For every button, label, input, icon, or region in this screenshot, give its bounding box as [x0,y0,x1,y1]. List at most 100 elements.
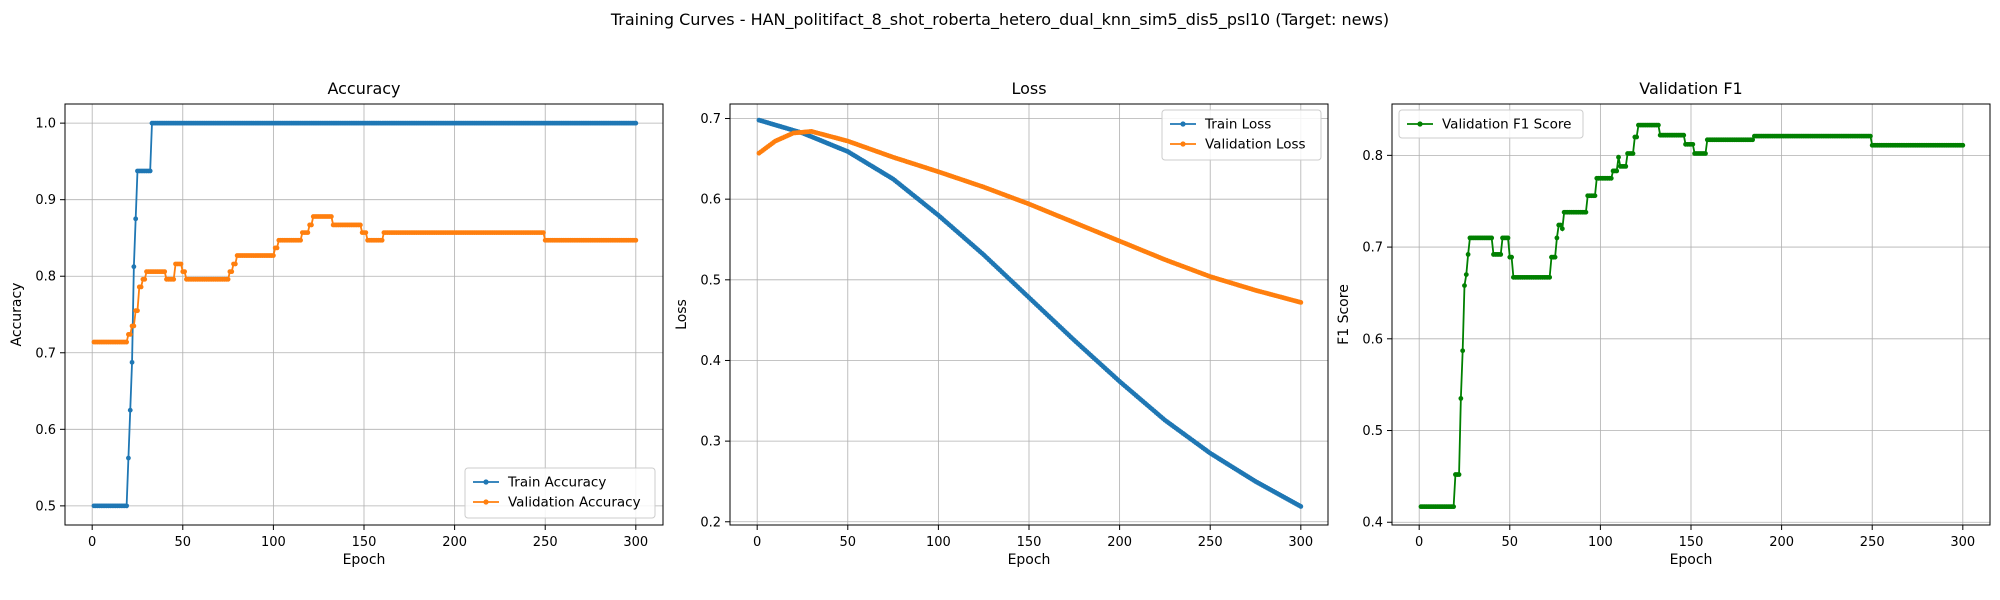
data-point [138,284,144,290]
accuracy-chart: 0 50 100 150 200 250 300 0.5 0.6 0.7 0.8 0.9 1.0 Accu… [9,79,664,568]
x-tick-label: 100 [261,535,286,550]
data-point [1489,235,1495,241]
y-tick-label: 0.5 [700,273,721,288]
data-point [225,276,231,282]
series-train-loss [756,117,1304,509]
data-point [1750,137,1756,143]
data-point [328,214,334,219]
legend-label: Train Loss [1204,117,1271,133]
y-tick-label: 0.7 [1362,241,1383,256]
data-point [379,237,385,243]
series-validation-accuracy [91,214,639,345]
y-tick-label: 0.4 [700,354,721,369]
y-tick-label: 0.4 [1362,516,1383,531]
legend-box [464,467,656,519]
data-point [298,237,303,243]
y-tick-label: 0.5 [1362,424,1383,439]
x-tick-label: 250 [533,535,558,550]
legend-label: Validation Accuracy [508,495,641,511]
data-point [124,339,130,345]
series-line [758,119,1302,508]
data-point [1463,272,1469,277]
x-tick-label: 300 [1288,535,1313,550]
data-point [1583,209,1589,215]
x-tick-label: 0 [88,535,96,550]
x-tick-label: 50 [840,535,857,550]
x-tick-label: 200 [1107,535,1132,550]
f1-chart: 0 50 100 150 200 250 300 0.4 0.5 0.6 0.7 0.8 Validat… [1336,79,1991,568]
y-tick-label: 0.5 [35,499,56,514]
figure-title: Training Curves - HAN_politifact_8_shot_… [610,10,1389,30]
data-point [1298,504,1304,509]
data-point [633,237,639,243]
x-tick-label: 200 [1769,535,1794,550]
y-tick-label: 0.7 [35,346,56,361]
y-tick-label: 0.8 [1362,149,1383,164]
data-point [178,261,184,267]
data-point [541,230,546,236]
x-tick-label: 150 [1679,535,1704,550]
data-point [129,359,135,365]
data-point [1465,252,1471,257]
chart-title: Loss [1011,79,1046,98]
data-point [135,308,140,314]
y-tick-label: 0.8 [35,270,56,285]
x-tick-label: 150 [1017,535,1042,550]
data-point [171,276,177,282]
legend-label: Validation Loss [1205,137,1306,153]
y-tick-label: 0.9 [35,193,56,208]
data-point [182,269,188,275]
y-tick-label: 0.6 [700,193,721,208]
series-validation-f1-score [1418,122,1966,510]
data-point [1703,151,1708,156]
legend-marker [483,479,489,485]
x-tick-label: 150 [352,535,377,550]
data-point [133,216,139,222]
legend: Train Accuracy Validation Accuracy [464,467,656,519]
chart-title: Validation F1 [1639,79,1742,98]
data-point [1634,134,1640,140]
x-tick-label: 250 [1860,535,1885,550]
data-point [1298,300,1304,305]
x-tick-label: 250 [1198,535,1223,550]
series-line [93,122,636,507]
data-point [147,168,153,174]
series-train-accuracy [91,120,639,509]
data-point [232,261,238,267]
data-point [1614,168,1620,174]
data-point [309,222,314,228]
x-tick-label: 200 [442,535,467,550]
data-point [357,222,363,228]
y-axis-label: F1 Score [1336,284,1352,345]
legend-marker [1180,141,1186,147]
data-point [363,230,369,236]
data-point [1558,222,1563,228]
data-point [1460,348,1466,354]
y-tick-label: 0.7 [700,112,721,127]
x-tick-label: 100 [926,535,951,550]
data-point [1509,254,1514,260]
y-tick-label: 0.3 [700,435,721,450]
data-point [1458,396,1464,401]
data-point [1462,283,1467,289]
data-point [274,245,280,251]
legend-label: Validation F1 Score [1442,117,1571,133]
legend-marker [483,499,489,505]
x-axis-label: Epoch [343,552,386,568]
data-point [1608,175,1614,181]
legend-marker [1417,121,1423,127]
data-point [1630,151,1636,156]
data-point [131,323,137,329]
data-point [142,276,148,282]
x-tick-label: 300 [623,535,648,550]
data-point [305,230,311,236]
data-point [270,253,276,258]
y-tick-label: 0.6 [1362,332,1383,347]
data-point [1690,141,1696,147]
x-axis-label: Epoch [1670,552,1713,568]
data-point [1547,274,1553,280]
x-tick-label: 50 [1502,535,1519,550]
y-tick-label: 0.2 [700,515,721,530]
